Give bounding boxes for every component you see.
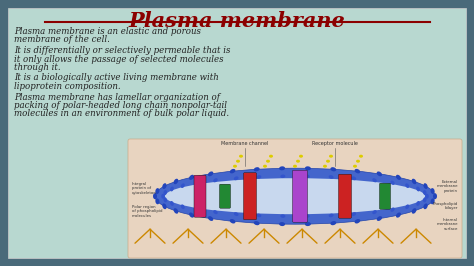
- Ellipse shape: [269, 155, 273, 158]
- Ellipse shape: [239, 155, 243, 158]
- Ellipse shape: [423, 190, 427, 195]
- Ellipse shape: [351, 176, 356, 180]
- Text: Plasma membrane has lamellar organization of: Plasma membrane has lamellar organizatio…: [14, 93, 220, 102]
- Ellipse shape: [195, 181, 200, 185]
- Ellipse shape: [164, 197, 167, 202]
- Ellipse shape: [170, 186, 174, 192]
- Ellipse shape: [355, 219, 360, 223]
- Ellipse shape: [351, 212, 356, 216]
- Ellipse shape: [208, 216, 213, 221]
- Text: through it.: through it.: [14, 63, 61, 72]
- Ellipse shape: [256, 214, 261, 217]
- Text: Membrane channel: Membrane channel: [221, 141, 269, 146]
- Text: It is differentially or selectively permeable that is: It is differentially or selectively perm…: [14, 46, 230, 55]
- Ellipse shape: [330, 167, 336, 171]
- Text: Phospholipid
bilayer: Phospholipid bilayer: [433, 202, 458, 210]
- Ellipse shape: [280, 174, 285, 178]
- Text: Polar region
of phospholipid
molecules: Polar region of phospholipid molecules: [132, 205, 163, 218]
- Ellipse shape: [230, 219, 236, 223]
- Text: membrane of the cell.: membrane of the cell.: [14, 35, 110, 44]
- Ellipse shape: [256, 175, 261, 179]
- Ellipse shape: [355, 169, 360, 173]
- Ellipse shape: [405, 183, 409, 188]
- Ellipse shape: [391, 181, 395, 185]
- Ellipse shape: [423, 197, 427, 202]
- Text: molecules in an environment of bulk polar liquid.: molecules in an environment of bulk pola…: [14, 110, 229, 118]
- Ellipse shape: [279, 166, 285, 170]
- Text: Integral
protein of
cytoskeleton: Integral protein of cytoskeleton: [132, 182, 157, 195]
- Ellipse shape: [412, 179, 416, 184]
- Ellipse shape: [230, 169, 236, 173]
- Ellipse shape: [430, 198, 435, 204]
- Ellipse shape: [412, 208, 416, 214]
- Text: it only allows the passage of selected molecules: it only allows the passage of selected m…: [14, 55, 224, 64]
- Ellipse shape: [254, 167, 260, 171]
- Ellipse shape: [263, 165, 267, 168]
- Ellipse shape: [161, 194, 165, 199]
- Text: lipoprotein composition.: lipoprotein composition.: [14, 82, 120, 91]
- Ellipse shape: [189, 175, 194, 180]
- Ellipse shape: [330, 221, 336, 225]
- Ellipse shape: [423, 203, 428, 209]
- Ellipse shape: [305, 166, 311, 170]
- Ellipse shape: [173, 179, 178, 184]
- Text: Plasma membrane: Plasma membrane: [128, 11, 346, 31]
- Ellipse shape: [299, 155, 303, 158]
- Ellipse shape: [423, 183, 428, 189]
- Ellipse shape: [328, 214, 334, 217]
- Ellipse shape: [165, 178, 425, 214]
- Ellipse shape: [170, 201, 174, 206]
- Ellipse shape: [430, 188, 435, 194]
- Ellipse shape: [377, 216, 382, 221]
- Ellipse shape: [396, 213, 401, 218]
- Ellipse shape: [425, 194, 429, 199]
- Ellipse shape: [296, 160, 300, 163]
- Ellipse shape: [280, 214, 285, 218]
- Ellipse shape: [396, 175, 401, 180]
- Ellipse shape: [293, 165, 297, 168]
- Ellipse shape: [405, 204, 409, 209]
- Ellipse shape: [213, 178, 218, 182]
- Ellipse shape: [416, 201, 420, 206]
- Text: It is a biologically active living membrane with: It is a biologically active living membr…: [14, 73, 219, 82]
- Ellipse shape: [377, 172, 382, 176]
- Ellipse shape: [164, 190, 167, 195]
- Ellipse shape: [189, 213, 194, 218]
- Ellipse shape: [181, 183, 185, 188]
- FancyBboxPatch shape: [219, 184, 230, 208]
- Ellipse shape: [181, 204, 185, 209]
- Text: Internal
membrane
surface: Internal membrane surface: [437, 218, 458, 231]
- FancyBboxPatch shape: [338, 174, 352, 218]
- Ellipse shape: [162, 203, 166, 209]
- Ellipse shape: [372, 210, 377, 214]
- Ellipse shape: [279, 222, 285, 226]
- Ellipse shape: [155, 188, 159, 194]
- FancyBboxPatch shape: [128, 139, 462, 258]
- Ellipse shape: [328, 175, 334, 179]
- Ellipse shape: [234, 176, 238, 180]
- Ellipse shape: [359, 155, 363, 158]
- Ellipse shape: [305, 214, 310, 218]
- Text: Plasma membrane is an elastic and porous: Plasma membrane is an elastic and porous: [14, 27, 201, 36]
- Ellipse shape: [155, 168, 435, 224]
- Ellipse shape: [353, 165, 357, 168]
- Ellipse shape: [254, 221, 260, 225]
- Text: Receptor molecule: Receptor molecule: [312, 141, 358, 146]
- Ellipse shape: [326, 160, 330, 163]
- Ellipse shape: [329, 155, 333, 158]
- Ellipse shape: [234, 212, 238, 216]
- FancyBboxPatch shape: [380, 183, 391, 209]
- Ellipse shape: [162, 183, 166, 189]
- Ellipse shape: [236, 160, 240, 163]
- Ellipse shape: [153, 193, 157, 199]
- Ellipse shape: [305, 222, 311, 226]
- Ellipse shape: [213, 210, 218, 214]
- Ellipse shape: [155, 198, 159, 204]
- FancyBboxPatch shape: [244, 173, 256, 220]
- FancyBboxPatch shape: [194, 175, 206, 217]
- Ellipse shape: [266, 160, 270, 163]
- Text: External
membrane
protein: External membrane protein: [437, 180, 458, 193]
- Ellipse shape: [305, 174, 310, 178]
- Ellipse shape: [233, 165, 237, 168]
